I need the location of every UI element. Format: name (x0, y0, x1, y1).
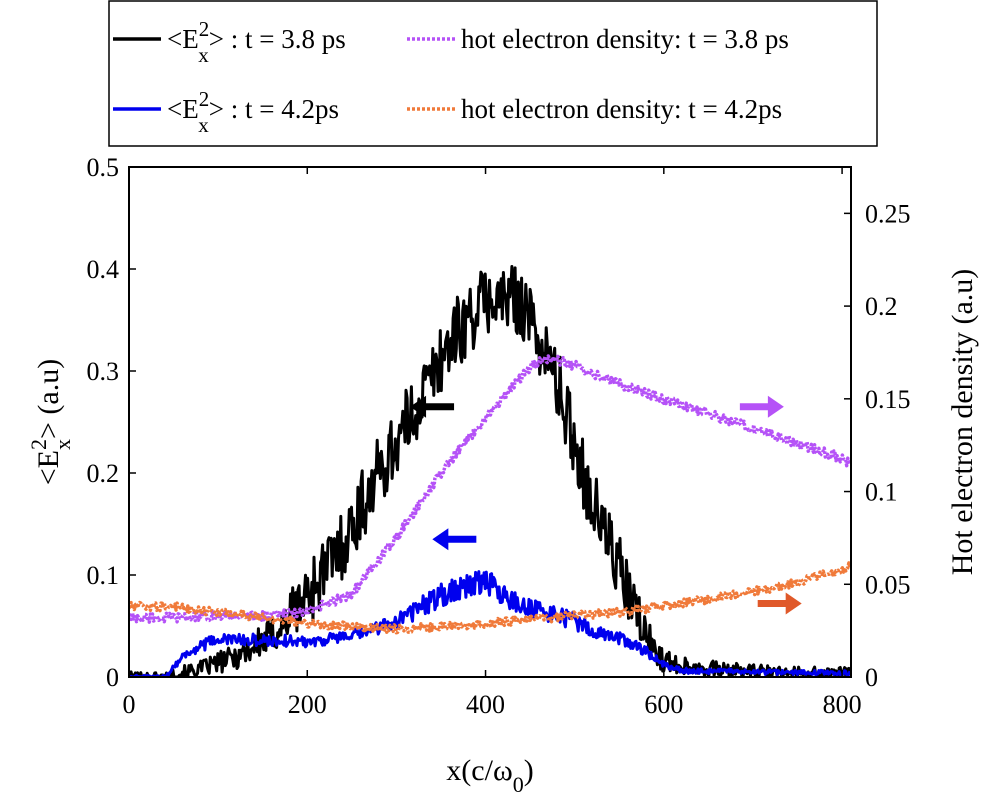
legend-entry-1: hot electron density: t = 3.8 ps (407, 24, 789, 54)
annotation-arrow-left (432, 528, 477, 551)
annotation-arrow-right (739, 395, 784, 418)
legend-label: hot electron density: t = 3.8 ps (461, 24, 789, 54)
plot-frame (128, 166, 852, 678)
series-line-2 (129, 570, 851, 677)
y-left-tick-label: 0.4 (87, 255, 120, 284)
series-layer (129, 265, 851, 677)
y-right-tick-label: 0.25 (865, 199, 911, 228)
y-axis-left-label: <E2x> (a.u) (26, 359, 75, 485)
legend-entry-3: hot electron density: t = 4.2ps (407, 94, 782, 124)
arrow-head (785, 592, 802, 615)
annotation-arrow-right (757, 592, 802, 615)
x-tick-label: 400 (466, 690, 505, 719)
arrow-head (767, 395, 784, 418)
y-axis-left-title: <E2x> (a.u) (26, 359, 75, 485)
arrow-head (410, 395, 427, 418)
y-left-tick-label: 0.1 (87, 561, 120, 590)
y-left-tick-label: 0.5 (87, 153, 120, 182)
series-line-0 (129, 265, 851, 677)
x-axis-label: x(c/ω0) (446, 754, 533, 797)
y-right-tick-label: 0.1 (865, 478, 898, 507)
y-axis-right-title: Hot electron density (a.u) (946, 269, 979, 576)
y-right-tick-label: 0.15 (865, 385, 911, 414)
y-axis-right-label: Hot electron density (a.u) (946, 269, 979, 576)
arrow-head (432, 528, 449, 551)
legend: <E2 x> : t = 3.8 ps hot electron density: … (108, 0, 878, 147)
y-left-tick-label: 0.2 (87, 459, 120, 488)
tick-layer: 0 200 400 600 80000.10.20.30.40.500.050.10.1… (87, 153, 911, 719)
y-right-tick-label: 0.05 (865, 570, 911, 599)
y-right-tick-label: 0.2 (865, 292, 898, 321)
legend-box (108, 0, 878, 147)
series-line-3 (129, 561, 851, 635)
y-right-tick-label: 0 (865, 663, 878, 692)
x-tick-label: 800 (823, 690, 862, 719)
y-left-tick-label: 0 (106, 663, 119, 692)
x-tick-label: 200 (288, 690, 327, 719)
annotation-arrow-left (410, 395, 455, 418)
annotation-arrows (410, 395, 802, 615)
legend-label: hot electron density: t = 4.2ps (461, 94, 782, 124)
y-left-tick-label: 0.3 (87, 357, 120, 386)
x-axis-title: x(c/ω0) (446, 754, 533, 797)
x-tick-label: 0 (123, 690, 136, 719)
x-tick-label: 600 (644, 690, 683, 719)
